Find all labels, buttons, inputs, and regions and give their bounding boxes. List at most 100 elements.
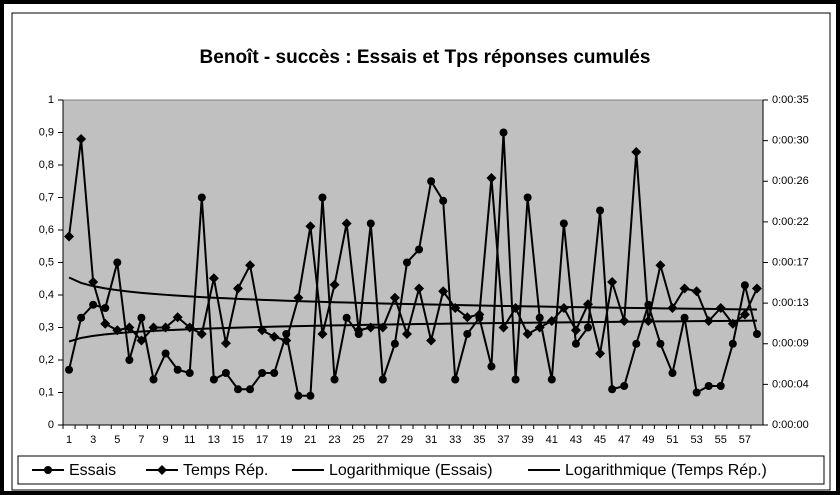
- marker-circle: [523, 193, 532, 202]
- marker-diamond: [365, 322, 376, 333]
- marker-circle: [318, 193, 327, 202]
- marker-circle: [149, 375, 158, 384]
- marker-circle: [680, 313, 689, 322]
- marker-diamond: [751, 283, 762, 294]
- marker-diamond: [655, 260, 666, 271]
- marker-circle: [511, 375, 520, 384]
- marker-circle: [632, 339, 641, 348]
- marker-circle: [571, 339, 580, 348]
- marker-circle: [137, 313, 146, 322]
- marker-circle: [185, 369, 194, 377]
- y-tick-label: 0: [48, 419, 54, 431]
- marker-diamond: [534, 322, 545, 333]
- marker-diamond: [522, 329, 533, 339]
- x-tick-label: 41: [546, 434, 558, 446]
- y2-tick-label: 0:00:22: [772, 216, 809, 228]
- marker-diamond: [643, 316, 654, 326]
- x-tick-label: 43: [570, 434, 582, 446]
- marker-circle: [656, 339, 665, 348]
- marker-circle: [65, 365, 74, 374]
- marker-diamond: [462, 312, 473, 323]
- marker-diamond: [76, 134, 87, 144]
- marker-diamond: [208, 273, 219, 284]
- marker-circle: [101, 304, 110, 312]
- x-tick-label: 7: [138, 434, 144, 446]
- marker-circle: [342, 313, 351, 322]
- trendline: [68, 319, 757, 343]
- y2-tick-label: 0:00:09: [772, 338, 809, 350]
- marker-circle: [547, 375, 556, 384]
- x-tick-label: 35: [473, 434, 485, 446]
- marker-diamond: [245, 260, 256, 271]
- marker-diamond: [377, 322, 388, 333]
- marker-diamond: [341, 218, 352, 229]
- marker-circle: [559, 219, 568, 228]
- marker-circle: [740, 281, 749, 290]
- y-tick-label: 0,6: [39, 224, 54, 236]
- x-tick-label: 31: [425, 434, 437, 446]
- x-tick-label: 29: [401, 434, 413, 446]
- chart-area-border: [11, 12, 831, 491]
- marker-circle: [487, 362, 496, 371]
- chart-title: Benoît - succès : Essais et Tps réponses…: [200, 47, 651, 68]
- marker-diamond: [570, 325, 581, 336]
- x-tick-label: 47: [618, 434, 630, 446]
- y-tick-label: 0,1: [39, 386, 54, 398]
- marker-diamond: [595, 348, 606, 359]
- marker-diamond: [426, 335, 437, 346]
- marker-circle: [451, 375, 460, 384]
- y-tick-label: 0,2: [39, 354, 54, 366]
- marker-diamond: [389, 292, 400, 303]
- marker-diamond: [607, 277, 618, 287]
- marker-circle: [113, 258, 122, 267]
- marker-diamond: [703, 316, 714, 326]
- marker-circle: [608, 385, 617, 394]
- x-tick-label: 11: [184, 434, 195, 446]
- marker-circle: [427, 177, 436, 186]
- marker-circle: [221, 369, 230, 377]
- marker-diamond: [486, 173, 497, 183]
- series-line: [68, 138, 758, 354]
- x-tick-label: 25: [353, 434, 365, 446]
- x-tick-label: 39: [522, 434, 534, 446]
- marker-circle: [752, 330, 761, 338]
- y-tick-label: 0,5: [39, 256, 54, 268]
- marker-diamond: [619, 316, 630, 326]
- marker-circle: [246, 385, 255, 394]
- marker-circle: [161, 349, 170, 358]
- x-tick-label: 17: [256, 434, 268, 446]
- x-tick-label: 55: [715, 434, 727, 446]
- y2-tick-label: 0:00:35: [772, 94, 809, 106]
- x-tick-label: 33: [449, 434, 461, 446]
- marker-circle: [378, 375, 387, 384]
- marker-diamond: [157, 465, 167, 475]
- y-tick-label: 0,8: [39, 159, 54, 171]
- marker-circle: [197, 193, 206, 202]
- x-tick-label: 23: [328, 434, 340, 446]
- marker-circle: [596, 206, 605, 215]
- marker-diamond: [112, 325, 123, 336]
- marker-circle: [402, 258, 411, 267]
- marker-diamond: [558, 303, 569, 313]
- x-tick-label: 37: [497, 434, 509, 446]
- marker-diamond: [401, 329, 412, 339]
- marker-diamond: [329, 279, 340, 290]
- marker-diamond: [64, 231, 75, 242]
- marker-circle: [366, 219, 375, 228]
- marker-circle: [294, 391, 303, 400]
- marker-circle: [306, 391, 315, 400]
- y2-tick-label: 0:00:30: [772, 135, 809, 147]
- marker-diamond: [474, 309, 485, 320]
- marker-diamond: [148, 322, 159, 333]
- x-tick-label: 49: [642, 434, 654, 446]
- y-tick-label: 1: [48, 94, 54, 106]
- marker-circle: [620, 382, 629, 390]
- x-tick-label: 21: [304, 434, 316, 446]
- marker-diamond: [196, 329, 207, 339]
- y-tick-label: 0,7: [39, 191, 54, 203]
- x-tick-label: 9: [163, 434, 169, 446]
- y2-tick-label: 0:00:13: [772, 297, 809, 309]
- y2-tick-label: 0:00:17: [772, 256, 809, 268]
- marker-circle: [270, 369, 279, 377]
- x-tick-label: 51: [666, 434, 678, 446]
